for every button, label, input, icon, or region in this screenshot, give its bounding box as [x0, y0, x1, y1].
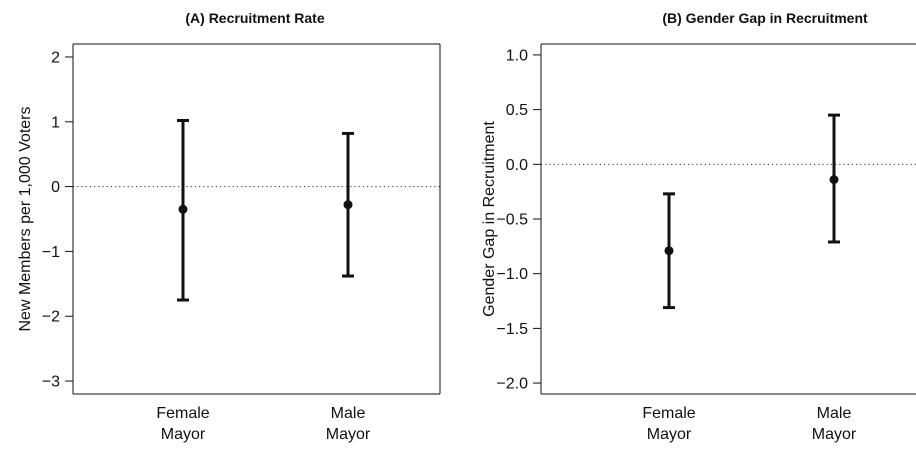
- point-estimate: [829, 175, 839, 185]
- panel-title: (B) Gender Gap in Recruitment: [662, 10, 868, 26]
- panel-a: (A) Recruitment Rate −3 −2 −1 0 1 2 New Members…: [17, 10, 441, 443]
- y-tick-label: 0.0: [506, 157, 528, 174]
- x-category-label: Male: [331, 405, 366, 422]
- y-tick-label: −0.5: [496, 212, 528, 229]
- panel-title: (A) Recruitment Rate: [185, 10, 324, 26]
- y-axis-title: Gender Gap in Recruitment: [481, 121, 498, 317]
- y-tick-label: 2: [51, 49, 60, 66]
- y-tick-label: 0: [51, 179, 60, 196]
- x-category-label: Female: [156, 405, 209, 422]
- y-tick-label: −3: [42, 374, 60, 391]
- x-category-label: Male: [817, 405, 852, 422]
- x-category-label: Mayor: [647, 426, 692, 443]
- point-estimate: [178, 204, 188, 214]
- y-tick-label: 1.0: [506, 47, 528, 64]
- x-category-label: Female: [642, 405, 695, 422]
- x-category-label: Mayor: [812, 426, 857, 443]
- panel-b: (B) Gender Gap in Recruitment −2.0 −1.5 −1.…: [481, 10, 916, 443]
- y-tick-label: −1.0: [496, 266, 528, 283]
- y-tick-label: 0.5: [506, 102, 528, 119]
- y-tick-label: −1: [42, 244, 60, 261]
- y-tick-label: −2.0: [496, 376, 528, 393]
- x-category-label: Mayor: [326, 426, 371, 443]
- point-estimate: [664, 246, 674, 256]
- y-tick-label: −1.5: [496, 321, 528, 338]
- x-category-label: Mayor: [161, 426, 206, 443]
- y-tick-label: −2: [42, 309, 60, 326]
- y-tick-label: 1: [51, 114, 60, 131]
- y-axis-title: New Members per 1,000 Voters: [17, 107, 34, 332]
- point-estimate: [343, 200, 353, 210]
